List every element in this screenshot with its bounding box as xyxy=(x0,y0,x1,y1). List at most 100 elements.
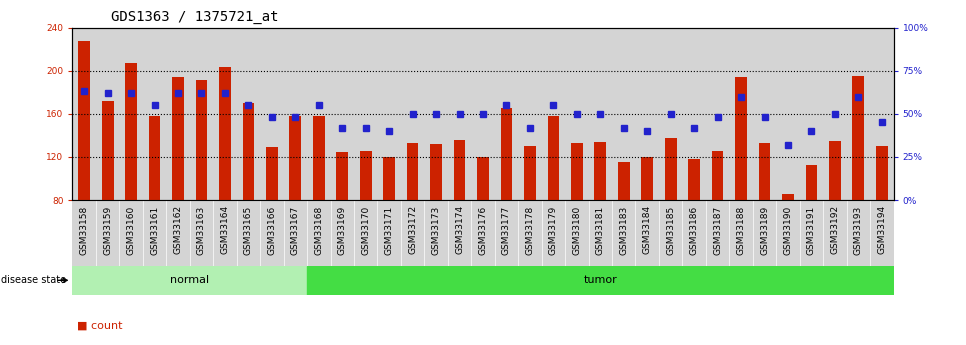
Bar xyxy=(72,28,96,200)
Bar xyxy=(401,28,424,200)
Bar xyxy=(500,108,512,200)
Bar xyxy=(659,28,682,200)
Text: GSM33158: GSM33158 xyxy=(79,205,89,255)
Bar xyxy=(424,200,448,266)
Bar xyxy=(518,200,542,266)
Bar xyxy=(330,200,354,266)
Bar xyxy=(260,200,284,266)
Text: GSM33162: GSM33162 xyxy=(174,205,183,255)
Bar xyxy=(260,28,284,200)
Bar xyxy=(665,138,676,200)
Text: GSM33187: GSM33187 xyxy=(713,205,723,255)
Bar xyxy=(378,28,401,200)
Bar xyxy=(588,200,612,266)
Bar xyxy=(495,200,518,266)
Bar xyxy=(424,28,448,200)
Bar xyxy=(407,143,418,200)
Text: GSM33164: GSM33164 xyxy=(220,205,230,255)
Bar xyxy=(525,146,536,200)
Bar xyxy=(612,28,636,200)
Bar xyxy=(72,200,96,266)
Bar xyxy=(542,28,565,200)
Text: GSM33183: GSM33183 xyxy=(619,205,628,255)
Bar xyxy=(284,200,307,266)
Bar xyxy=(307,28,330,200)
Bar xyxy=(800,28,823,200)
Bar xyxy=(471,28,495,200)
Bar xyxy=(636,200,659,266)
Text: GSM33165: GSM33165 xyxy=(243,205,253,255)
Bar xyxy=(706,200,729,266)
Bar xyxy=(149,116,160,200)
Bar xyxy=(195,80,208,200)
Bar xyxy=(829,141,840,200)
Bar xyxy=(101,101,114,200)
Bar xyxy=(448,28,471,200)
Bar xyxy=(330,28,354,200)
Text: GSM33160: GSM33160 xyxy=(127,205,135,255)
Bar xyxy=(729,200,753,266)
Bar xyxy=(384,157,395,200)
Text: GSM33184: GSM33184 xyxy=(642,205,652,255)
Bar xyxy=(682,200,706,266)
Text: GSM33185: GSM33185 xyxy=(667,205,675,255)
Bar xyxy=(588,28,612,200)
Bar xyxy=(237,200,260,266)
Bar xyxy=(96,200,120,266)
Bar xyxy=(284,28,307,200)
Bar xyxy=(313,116,325,200)
Text: GSM33191: GSM33191 xyxy=(807,205,816,255)
Bar xyxy=(237,28,260,200)
Bar xyxy=(126,63,137,200)
Bar xyxy=(143,28,166,200)
Text: ■ count: ■ count xyxy=(77,321,123,331)
Text: GSM33174: GSM33174 xyxy=(455,205,464,255)
Bar xyxy=(307,266,894,295)
Text: GSM33181: GSM33181 xyxy=(596,205,605,255)
Bar xyxy=(689,159,700,200)
Bar xyxy=(659,200,682,266)
Bar xyxy=(495,28,518,200)
Bar xyxy=(735,77,747,200)
Bar xyxy=(454,140,466,200)
Bar xyxy=(166,200,189,266)
Bar xyxy=(782,194,794,200)
Text: GSM33180: GSM33180 xyxy=(572,205,582,255)
Text: GSM33177: GSM33177 xyxy=(502,205,511,255)
Bar xyxy=(823,200,846,266)
Bar xyxy=(242,103,254,200)
Bar xyxy=(594,142,607,200)
Bar xyxy=(78,41,90,200)
Bar xyxy=(189,28,213,200)
Bar xyxy=(777,28,800,200)
Bar xyxy=(189,200,213,266)
Text: GSM33179: GSM33179 xyxy=(549,205,558,255)
Text: GSM33167: GSM33167 xyxy=(291,205,299,255)
Bar xyxy=(266,147,278,200)
Bar xyxy=(565,200,588,266)
Bar xyxy=(806,165,817,200)
Text: GSM33159: GSM33159 xyxy=(103,205,112,255)
Bar xyxy=(166,28,189,200)
Bar xyxy=(712,150,724,200)
Bar xyxy=(290,116,301,200)
Bar xyxy=(430,144,442,200)
Bar xyxy=(571,143,582,200)
Text: GSM33166: GSM33166 xyxy=(268,205,276,255)
Bar xyxy=(354,28,378,200)
Bar xyxy=(706,28,729,200)
Text: GSM33193: GSM33193 xyxy=(854,205,863,255)
Text: GSM33178: GSM33178 xyxy=(526,205,534,255)
Text: GSM33163: GSM33163 xyxy=(197,205,206,255)
Text: GSM33194: GSM33194 xyxy=(877,205,887,255)
Text: normal: normal xyxy=(170,275,210,285)
Bar xyxy=(777,200,800,266)
Text: GSM33189: GSM33189 xyxy=(760,205,769,255)
Bar xyxy=(448,200,471,266)
Bar xyxy=(753,200,777,266)
Text: GSM33186: GSM33186 xyxy=(690,205,698,255)
Bar xyxy=(853,76,865,200)
Bar xyxy=(120,200,143,266)
Bar xyxy=(378,200,401,266)
Text: GSM33172: GSM33172 xyxy=(408,205,417,255)
